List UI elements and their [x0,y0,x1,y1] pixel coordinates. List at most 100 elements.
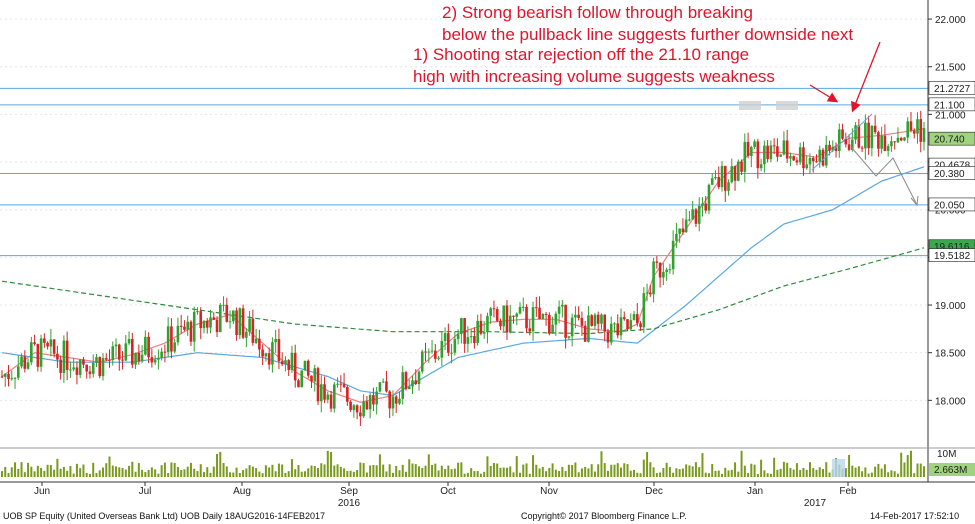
volume-bar [23,472,26,477]
candle-body [336,383,339,385]
volume-bar [652,467,655,477]
candle-body [127,338,131,344]
candle-body [736,161,740,181]
candle-body [140,354,144,362]
candle-body [49,339,53,347]
candle-body [225,304,229,322]
candle-body [805,164,809,169]
candle-body [841,129,844,139]
projected-path-arrowhead [910,195,919,207]
volume-bar [616,463,619,477]
volume-bar [646,452,649,477]
candle-body [577,314,580,318]
candle-body [424,351,427,353]
volume-bar [268,467,271,477]
volume-bar [245,468,248,477]
candle-body [613,323,616,325]
volume-bar [157,473,160,477]
volume-bar [180,469,183,477]
candle-body [10,378,14,380]
candle-body [622,317,626,320]
candle-body [710,178,714,185]
candle-body [834,146,838,152]
range-high-box-1 [739,101,761,110]
candle-body [303,360,307,371]
candle-body [694,209,698,224]
candle-body [658,262,662,278]
volume-bar [281,464,284,477]
candle-body [46,342,49,347]
candle-body [759,164,763,169]
candle-body [284,360,287,365]
candle-body [798,147,802,163]
volume-bar [72,473,75,477]
volume-bar [33,471,36,477]
volume-bar [779,468,782,477]
volume-bar [229,472,232,477]
volume-bar [675,468,678,477]
candle-body [33,342,36,345]
volume-bar [808,462,811,477]
candle-body [65,340,69,370]
price-tag-box [928,81,975,95]
volume-bar [150,467,153,477]
volume-bar [418,466,421,477]
candle-body [394,396,398,404]
candle-body [352,405,356,410]
candle-body [619,317,623,336]
price-tag-box [928,131,975,146]
volume-bar [307,468,310,477]
volume-bar [131,461,134,477]
candle-body [538,307,541,320]
volume-bar [310,465,313,477]
candle-body [675,233,678,241]
volume-bar [333,465,336,477]
volume-bar [900,452,903,477]
volume-bar [326,450,329,477]
volume-bar [447,465,450,477]
volume-bar [681,468,684,477]
volume-bar [167,472,170,477]
volume-bar [398,470,401,477]
candle-body [359,412,362,417]
volume-bar [163,462,166,477]
candle-body [652,261,655,295]
volume-bar [492,463,495,477]
candle-body [919,119,923,142]
candle-body [730,166,734,183]
price-tag-label: 20.050 [934,200,965,211]
volume-bar [620,467,623,477]
price-tag-label: 19.5182 [934,251,971,262]
candle-body [411,380,414,387]
price-tag-label: 21.100 [934,100,965,111]
candle-body [218,304,222,333]
volume-bar [141,469,144,477]
volume-bar [36,465,39,477]
candle-body [789,156,792,159]
candle-body [877,132,880,149]
candle-body [342,384,346,387]
candle-body [890,141,893,147]
candle-body [665,269,668,272]
candle-body [909,121,913,131]
candle-body [750,147,753,156]
volume-bar [232,472,235,477]
volume-bar [264,465,267,477]
volume-bar [776,469,779,477]
candle-body [632,314,636,321]
volume-bar [375,465,378,477]
candle-body [479,320,483,334]
annotation-2-line-1: 2) Strong bearish follow through breakin… [442,3,753,22]
volume-bar [427,454,430,477]
volume-bar [473,471,476,477]
candle-body [662,271,665,278]
volume-tick-label: 10M [937,449,956,460]
candle-body [111,346,115,360]
volume-bar [919,463,922,477]
candle-body [828,144,831,151]
volume-bar [20,462,23,477]
volume-bar [786,462,789,477]
candle-body [521,306,525,308]
volume-bar [483,471,486,477]
